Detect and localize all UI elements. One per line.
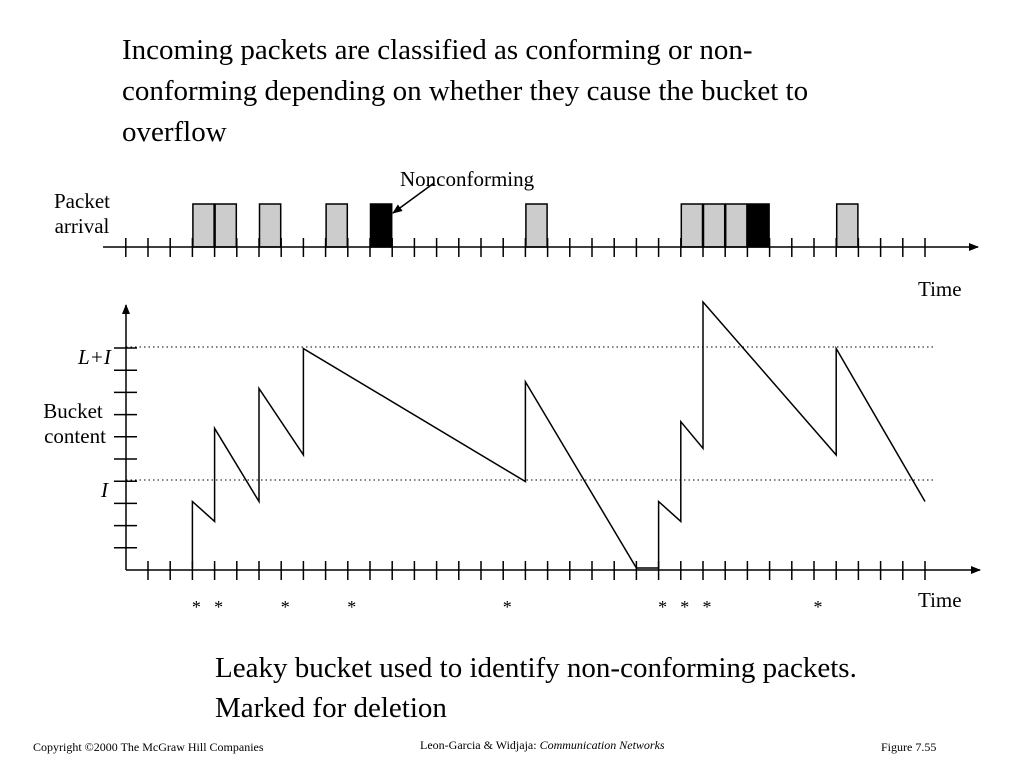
conforming-packet <box>525 203 548 248</box>
conforming-packet <box>724 203 748 248</box>
conforming-packet <box>258 203 282 248</box>
mark-asterisk: * <box>814 597 823 617</box>
packet-arrival-label: arrival <box>55 214 110 238</box>
slide-caption: Leaky bucket used to identify non-confor… <box>215 648 857 728</box>
nonconforming-packet <box>369 203 393 248</box>
top-time-label: Time <box>918 277 962 301</box>
packet-arrival-label: Packet <box>54 189 110 213</box>
mark-asterisk: * <box>503 597 512 617</box>
footer-figure-number: Figure 7.55 <box>881 740 937 754</box>
deletion-marks: * * * * * * * * * <box>192 597 823 617</box>
caption-line: Leaky bucket used to identify non-confor… <box>215 652 857 684</box>
conforming-packet <box>835 203 859 248</box>
caption-line: Marked for deletion <box>215 692 447 724</box>
bucket-content-label: content <box>44 424 106 448</box>
bucket-content-line <box>191 299 926 569</box>
conforming-packet <box>214 203 238 248</box>
bottom-time-label: Time <box>918 588 962 612</box>
bucket-content-label: Bucket <box>43 399 103 423</box>
conforming-packet <box>325 203 349 248</box>
nonconforming-label: Nonconforming <box>400 167 535 191</box>
mark-asterisk: * <box>703 597 712 617</box>
conforming-packet <box>192 203 215 248</box>
conforming-packet <box>702 203 726 248</box>
footer-copyright: Copyright ©2000 The McGraw Hill Companie… <box>33 740 264 754</box>
slide-title: Incoming packets are classified as confo… <box>122 30 962 153</box>
mark-asterisk: * <box>281 597 290 617</box>
level-label-top: L+I <box>77 345 112 369</box>
nonconforming-arrow <box>392 182 435 214</box>
mark-asterisk: * <box>192 597 201 617</box>
level-label-mid: I <box>100 478 109 502</box>
mark-asterisk: * <box>680 597 689 617</box>
conforming-packet <box>680 203 704 248</box>
bucket-level-ticks <box>114 347 137 549</box>
mark-asterisk: * <box>658 597 667 617</box>
nonconforming-packet <box>747 203 770 248</box>
slide-title-line: conforming depending on whether they cau… <box>122 75 809 107</box>
slide-title-line: overflow <box>122 116 227 148</box>
footer-book-title: Communication Networks <box>539 738 665 752</box>
mark-asterisk: * <box>214 597 223 617</box>
footer-citation: Leon-Garcia & Widjaja: Communication Net… <box>420 738 665 753</box>
slide-title-line: Incoming packets are classified as confo… <box>122 34 753 66</box>
footer-authors: Leon-Garcia & Widjaja: <box>420 738 537 752</box>
mark-asterisk: * <box>347 597 356 617</box>
